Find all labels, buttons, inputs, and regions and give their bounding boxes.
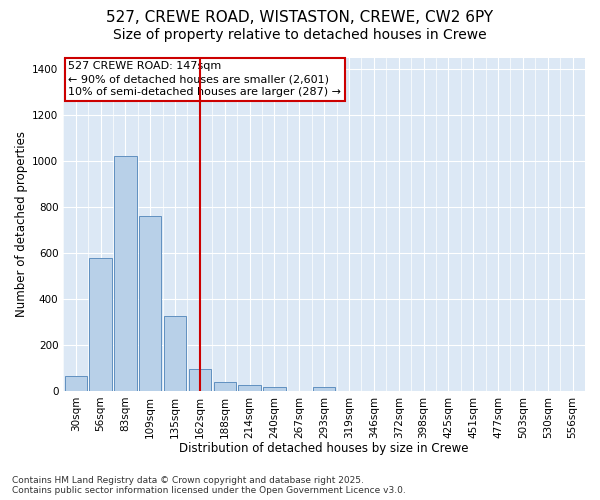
Bar [139, 216, 161, 391]
Bar [114, 156, 137, 391]
X-axis label: Distribution of detached houses by size in Crewe: Distribution of detached houses by size … [179, 442, 469, 455]
Bar [263, 388, 286, 391]
Text: Size of property relative to detached houses in Crewe: Size of property relative to detached ho… [113, 28, 487, 42]
Text: Contains HM Land Registry data © Crown copyright and database right 2025.
Contai: Contains HM Land Registry data © Crown c… [12, 476, 406, 495]
Text: 527, CREWE ROAD, WISTASTON, CREWE, CW2 6PY: 527, CREWE ROAD, WISTASTON, CREWE, CW2 6… [106, 10, 494, 25]
Text: 527 CREWE ROAD: 147sqm
← 90% of detached houses are smaller (2,601)
10% of semi-: 527 CREWE ROAD: 147sqm ← 90% of detached… [68, 61, 341, 97]
Bar [89, 258, 112, 391]
Bar [313, 388, 335, 391]
Bar [164, 316, 186, 391]
Bar [214, 382, 236, 391]
Y-axis label: Number of detached properties: Number of detached properties [15, 131, 28, 317]
Bar [238, 385, 261, 391]
Bar [189, 369, 211, 391]
Bar [65, 376, 87, 391]
